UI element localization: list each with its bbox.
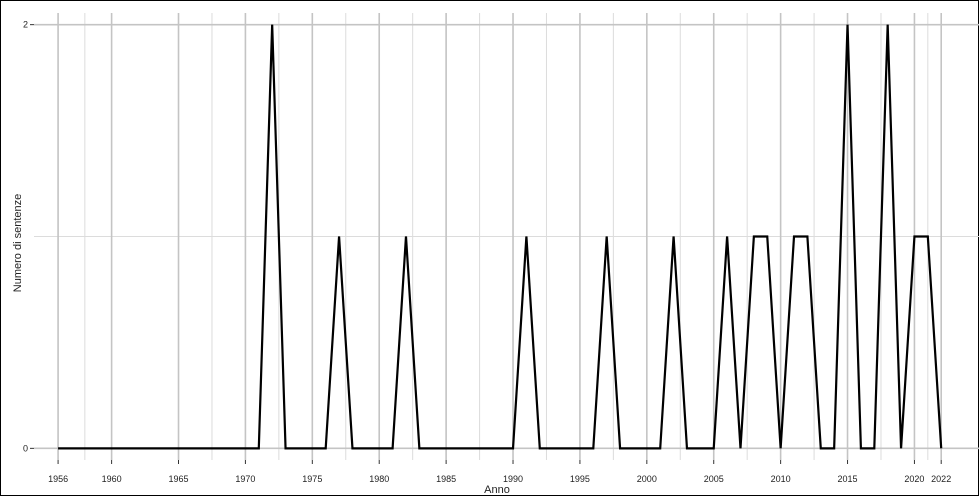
x-tick-label: 2020 <box>904 474 924 484</box>
x-tick-label: 2000 <box>637 474 657 484</box>
tick-labels: 1956 1960 1965 1970 1975 1980 1985 1990 1995 2000… <box>23 20 951 484</box>
x-tick-label: 1956 <box>48 474 68 484</box>
x-tick-label: 1960 <box>102 474 122 484</box>
x-tick-label: 1975 <box>302 474 322 484</box>
y-axis-title: Numero di sentenze <box>12 194 24 292</box>
x-tick-label: 1995 <box>570 474 590 484</box>
series-layer <box>58 24 943 450</box>
x-tick-label: 2015 <box>838 474 858 484</box>
x-tick-label: 1970 <box>235 474 255 484</box>
y-tick-label: 2 <box>23 20 28 30</box>
x-tick-label: 2010 <box>771 474 791 484</box>
grid <box>34 13 979 460</box>
series-line <box>58 24 943 450</box>
x-tick-label: 1985 <box>436 474 456 484</box>
x-tick-label: 2005 <box>704 474 724 484</box>
x-tick-label: 2022 <box>931 474 951 484</box>
x-tick-label: 1980 <box>369 474 389 484</box>
y-tick-label: 0 <box>23 443 28 453</box>
x-axis-title: Anno <box>484 484 510 496</box>
x-tick-label: 1965 <box>168 474 188 484</box>
x-tick-label: 1990 <box>503 474 523 484</box>
